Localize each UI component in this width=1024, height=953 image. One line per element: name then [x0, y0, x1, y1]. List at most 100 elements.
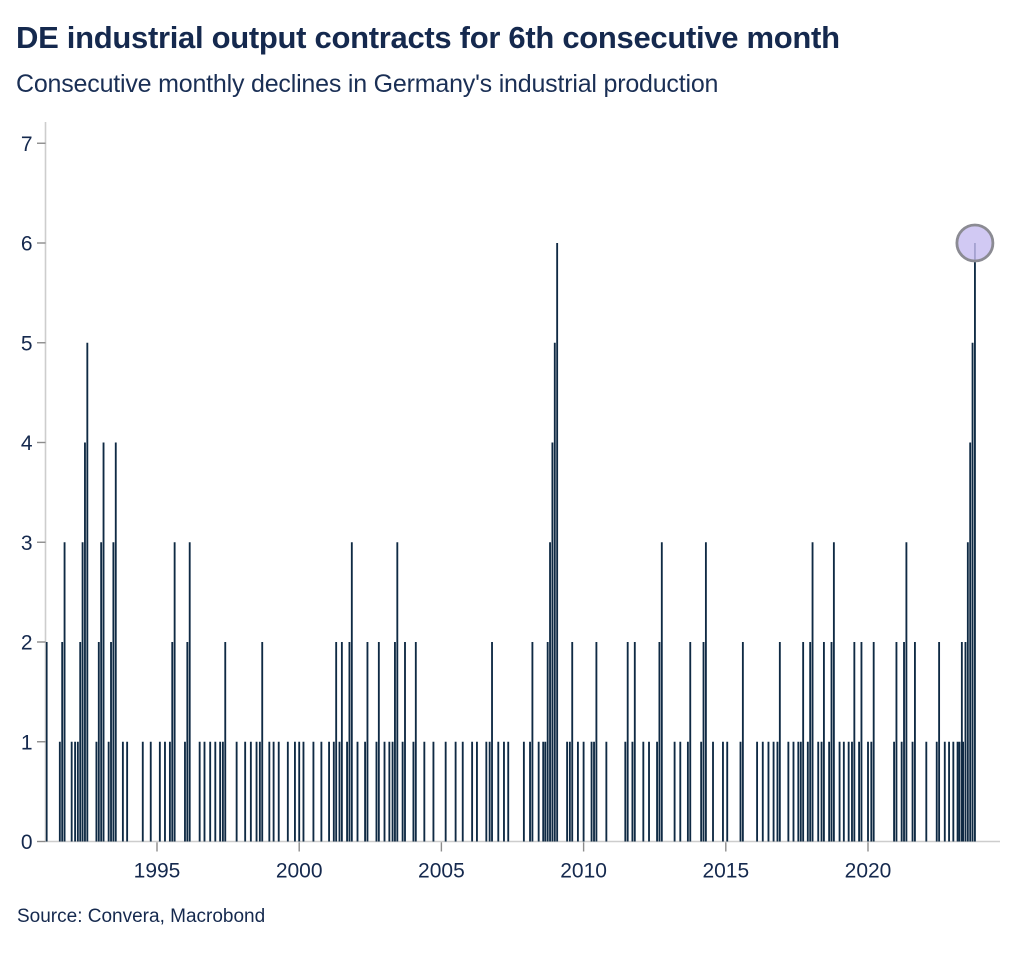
y-tick-label: 0	[21, 831, 33, 854]
bar	[58, 741, 61, 842]
bar	[817, 741, 820, 842]
bar	[772, 741, 775, 842]
bar	[383, 741, 386, 842]
bar	[842, 741, 845, 842]
bar	[722, 741, 724, 842]
bar	[531, 642, 534, 842]
bar	[542, 741, 545, 842]
bar	[903, 642, 905, 842]
bar	[593, 741, 595, 842]
bar	[830, 642, 833, 842]
bar	[867, 741, 869, 842]
bar	[656, 741, 658, 842]
bar	[107, 741, 110, 842]
bar	[935, 741, 938, 842]
bar	[660, 542, 663, 842]
bar	[485, 741, 488, 842]
bar	[739, 741, 742, 842]
bar	[556, 243, 559, 842]
bar	[84, 442, 86, 842]
bar	[388, 741, 391, 842]
bar	[832, 542, 835, 842]
bar	[553, 342, 556, 842]
bar	[70, 741, 73, 842]
bar	[756, 741, 759, 842]
bar	[461, 741, 464, 842]
bar	[394, 642, 396, 842]
bar	[828, 741, 831, 842]
bar	[391, 741, 394, 842]
bar	[114, 442, 117, 842]
bar	[778, 642, 781, 842]
bar	[164, 741, 166, 842]
x-tick-label: 2020	[845, 860, 892, 883]
bar	[203, 741, 206, 842]
bar	[582, 741, 585, 842]
bar	[79, 642, 82, 842]
bar	[45, 642, 48, 842]
bar	[925, 741, 928, 842]
bar	[277, 741, 280, 842]
bar	[171, 642, 174, 842]
y-tick-label: 4	[21, 432, 33, 455]
bar	[423, 741, 426, 842]
bar	[186, 642, 189, 842]
bar	[249, 741, 252, 842]
bar	[566, 741, 569, 842]
bar	[198, 741, 201, 842]
bar	[312, 741, 315, 842]
bar	[960, 642, 963, 842]
bar	[571, 642, 574, 842]
bar	[286, 741, 289, 842]
bar	[806, 741, 809, 842]
bar	[414, 642, 417, 842]
bar	[476, 741, 478, 842]
y-tick-label: 2	[21, 632, 33, 655]
bar	[642, 741, 645, 842]
bar	[184, 741, 186, 842]
bar	[272, 741, 275, 842]
bar	[938, 642, 941, 842]
y-tick-label: 1	[21, 731, 33, 754]
bar	[811, 542, 814, 842]
bar	[97, 642, 100, 842]
y-tick-label: 3	[21, 532, 33, 555]
bar	[546, 642, 549, 842]
bar	[338, 741, 341, 842]
bar	[503, 741, 505, 842]
bar	[121, 741, 124, 842]
bar	[173, 542, 176, 842]
bar	[497, 741, 500, 842]
bar	[952, 741, 955, 842]
bar	[298, 741, 301, 842]
bar	[258, 741, 261, 842]
bar	[958, 741, 961, 842]
bar	[86, 342, 89, 842]
x-tick-label: 2005	[418, 860, 465, 883]
bar	[870, 741, 873, 842]
bar	[631, 741, 634, 842]
bars-group	[45, 243, 976, 842]
bar	[872, 642, 875, 842]
bar	[444, 741, 447, 842]
bar	[568, 741, 571, 842]
bar	[348, 642, 351, 842]
bar	[61, 642, 64, 842]
bar	[255, 741, 258, 842]
bar	[551, 442, 554, 842]
bar	[686, 741, 689, 842]
bar	[893, 741, 895, 842]
bar	[853, 642, 856, 842]
bar	[914, 642, 916, 842]
bar	[895, 642, 898, 842]
bar	[974, 243, 976, 842]
bar	[356, 741, 359, 842]
bar	[797, 741, 800, 842]
x-tick-label: 2010	[560, 860, 607, 883]
bar	[787, 741, 790, 842]
x-tick-label: 1995	[134, 860, 181, 883]
bar	[432, 741, 435, 842]
bar	[809, 642, 812, 842]
